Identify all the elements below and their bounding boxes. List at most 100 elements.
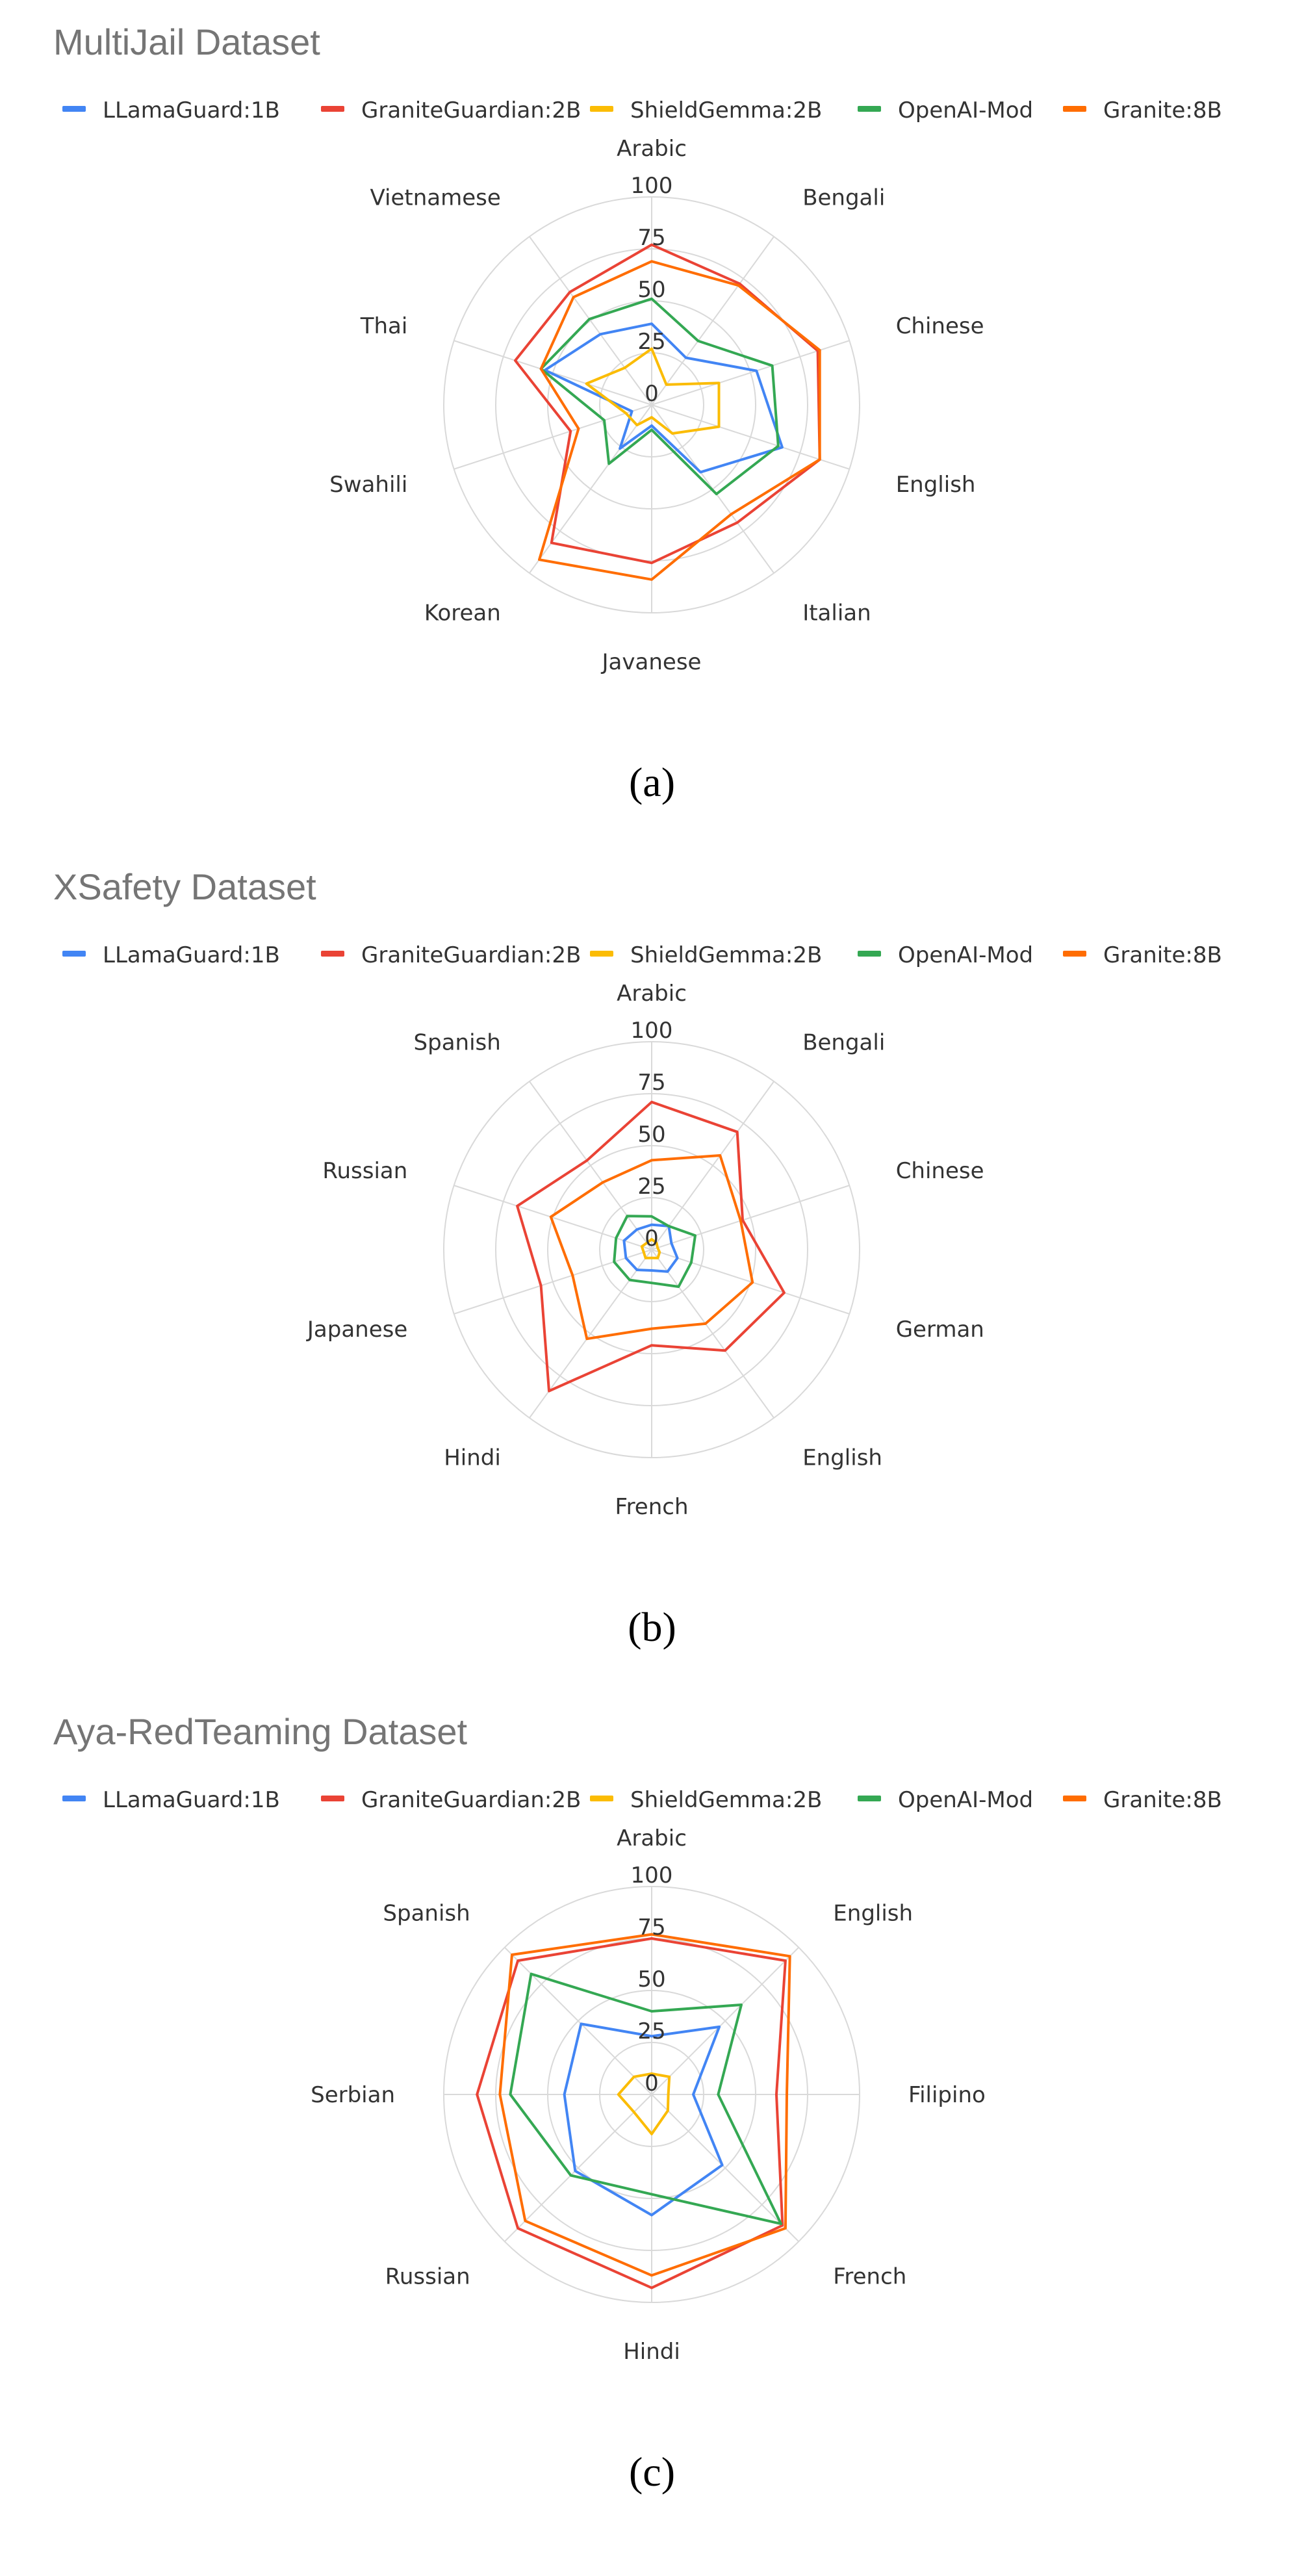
legend-swatch [590, 106, 613, 112]
axis-label-hindi: Hindi [444, 1445, 501, 1471]
ring-label: 25 [637, 1174, 665, 1200]
axis-label-english: English [833, 1901, 913, 1927]
legend-swatch [1063, 106, 1086, 112]
legend-label: GraniteGuardian:2B [361, 97, 582, 123]
axis-label-bengali: Bengali [802, 185, 885, 211]
chart-legend: LLamaGuard:1B GraniteGuardian:2B ShieldGem… [62, 937, 1251, 970]
grid-spoke [651, 1947, 799, 2095]
ring-labels: 0 25 50 75 100 [631, 1018, 673, 1252]
series-graniteguardian-2b [476, 1937, 787, 2289]
series-shieldgemma-2b [640, 1238, 661, 1259]
legend-swatch [1063, 951, 1086, 957]
grid-spoke [504, 1947, 652, 2095]
ring-label: 0 [645, 381, 659, 407]
ring-label: 0 [645, 2070, 659, 2096]
series-granite-8b [549, 1154, 754, 1341]
series-llamaguard-1b [563, 2022, 724, 2217]
legend-label: ShieldGemma:2B [630, 1787, 823, 1813]
axis-label-french: French [833, 2263, 906, 2289]
axis-labels: Arabic English Filipino French Hindi Russian S… [311, 1825, 986, 2365]
ring-label: 50 [637, 1122, 665, 1148]
axis-label-arabic: Arabic [617, 136, 687, 162]
legend-label: OpenAI-Mod [898, 942, 1034, 968]
series-openai-mod [539, 297, 780, 496]
series-openai-mod [509, 1972, 783, 2226]
grid-spokes [444, 1887, 860, 2302]
ring-label: 0 [645, 1226, 659, 1252]
axis-label-spanish: Spanish [383, 1901, 470, 1927]
axis-label-swahili: Swahili [329, 472, 407, 498]
figure-caption: (c) [628, 2449, 676, 2495]
legend-label: GraniteGuardian:2B [361, 1787, 582, 1813]
grid-spokes [454, 1042, 850, 1458]
axis-label-javanese: Javanese [601, 649, 702, 675]
grid-spoke [651, 404, 850, 470]
legend-label: OpenAI-Mod [898, 1787, 1034, 1813]
grid-spoke [454, 404, 652, 470]
legend-label: LLamaGuard:1B [103, 97, 280, 123]
series-llamaguard-1b [622, 1223, 679, 1273]
legend-label: LLamaGuard:1B [103, 1787, 280, 1813]
chart-title: XSafety Dataset [53, 866, 316, 907]
axis-label-vietnamese: Vietnamese [370, 185, 501, 211]
legend-swatch [62, 1796, 86, 1801]
radar-panel-xsafety: XSafety Dataset LLamaGuard:1B GraniteGuar… [0, 845, 1304, 1690]
ring-label: 100 [631, 173, 673, 199]
series-shieldgemma-2b [585, 347, 721, 435]
legend-label: GraniteGuardian:2B [361, 942, 582, 968]
ring-label: 100 [631, 1018, 673, 1044]
legend-swatch [590, 951, 613, 957]
axis-label-english: English [896, 472, 976, 498]
legend-swatch [858, 951, 881, 957]
grid-spoke [651, 1249, 850, 1315]
legend-swatch [321, 1796, 344, 1801]
ring-label: 100 [631, 1862, 673, 1888]
legend-swatch [590, 1796, 613, 1801]
legend-swatch [858, 1796, 881, 1801]
axis-label-chinese: Chinese [896, 313, 984, 339]
legend-label: Granite:8B [1103, 942, 1222, 968]
axis-label-korean: Korean [424, 600, 501, 626]
legend-label: ShieldGemma:2B [630, 942, 823, 968]
axis-label-bengali: Bengali [802, 1029, 885, 1055]
ring-label: 50 [637, 1966, 665, 1992]
legend-swatch [62, 106, 86, 112]
axis-label-russian: Russian [322, 1158, 407, 1184]
legend-swatch [321, 951, 344, 957]
ring-label: 75 [637, 1070, 665, 1096]
axis-label-german: German [896, 1317, 984, 1343]
ring-label: 75 [637, 1914, 665, 1940]
legend-swatch [858, 106, 881, 112]
axis-label-italian: Italian [802, 600, 871, 626]
legend-label: Granite:8B [1103, 97, 1222, 123]
axis-labels: Arabic Bengali Chinese German English French H… [306, 981, 984, 1520]
axis-label-thai: Thai [360, 313, 408, 339]
grid-spoke [651, 1249, 774, 1419]
axis-label-chinese: Chinese [896, 1158, 984, 1184]
radar-chart: 0 25 50 75 100 Arabic Bengali Chinese German Engl… [306, 981, 984, 1520]
series-granite-8b [538, 260, 821, 581]
legend-swatch [321, 106, 344, 112]
chart-title: MultiJail Dataset [53, 21, 320, 62]
figure-caption: (a) [628, 759, 676, 805]
radar-panel-aya-redteaming: Aya-RedTeaming Dataset LLamaGuard:1B Gran… [0, 1690, 1304, 2534]
axis-label-russian: Russian [385, 2263, 470, 2289]
series-granite-8b [498, 1933, 791, 2277]
axis-label-japanese: Japanese [306, 1317, 407, 1343]
ring-label: 25 [637, 2018, 665, 2044]
chart-legend: LLamaGuard:1B GraniteGuardian:2B ShieldGem… [62, 1782, 1251, 1814]
grid-spoke [504, 2094, 652, 2242]
legend-swatch [1063, 1796, 1086, 1801]
grid-spoke [529, 404, 652, 574]
legend-label: ShieldGemma:2B [630, 97, 823, 123]
grid-spoke [454, 1249, 652, 1315]
series-openai-mod [613, 1215, 697, 1288]
ring-labels: 0 25 50 75 100 [631, 173, 673, 407]
legend-label: Granite:8B [1103, 1787, 1222, 1813]
legend-swatch [62, 951, 86, 957]
figure-caption: (b) [628, 1604, 676, 1650]
axis-label-english: English [802, 1445, 882, 1471]
axis-label-serbian: Serbian [311, 2082, 395, 2108]
series-llamaguard-1b [543, 322, 784, 474]
chart-legend: LLamaGuard:1B GraniteGuardian:2B ShieldGem… [62, 92, 1251, 125]
